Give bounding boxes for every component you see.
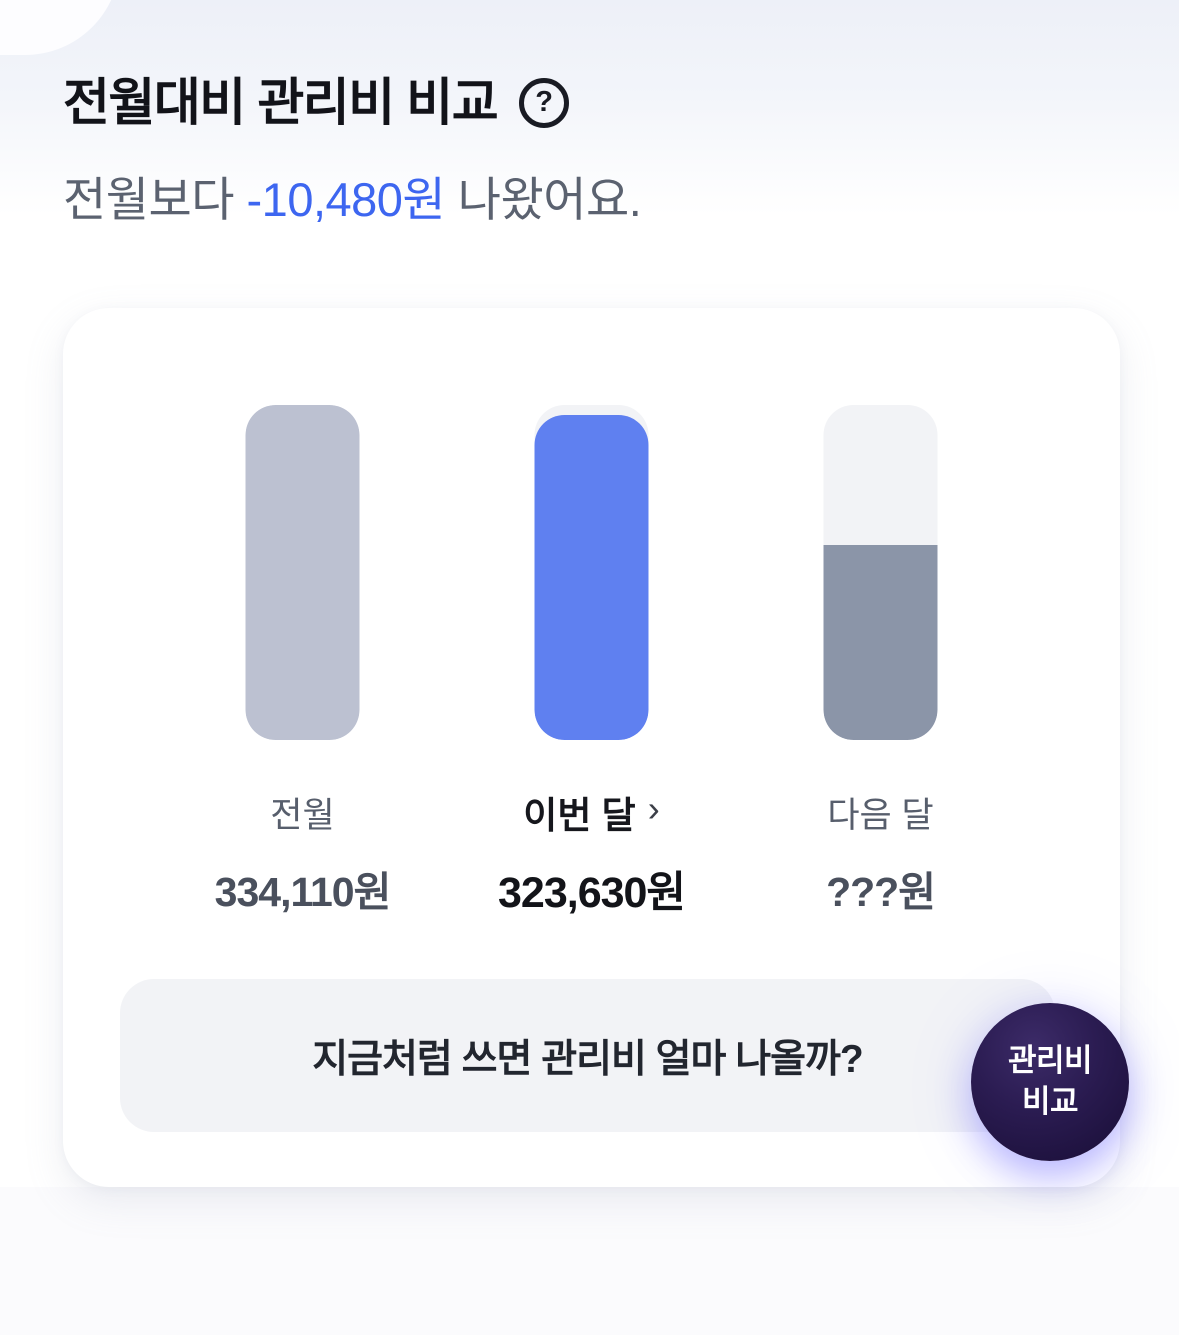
badge-label-line2: 비교 <box>1021 1084 1079 1119</box>
bar-amount-next-month: ???원 <box>826 869 936 915</box>
bar-column-next-month: 다음 달 ???원 <box>736 405 1025 920</box>
bar-track-current-month <box>534 405 649 740</box>
section-header: 전월대비 관리비 비교 ? 전월보다 -10,480원 나왔어요. <box>63 74 642 230</box>
bar-fill-next-month <box>823 545 938 740</box>
bar-column-current-month: 이번 달 › 323,630원 <box>447 405 736 920</box>
fee-compare-badge-button[interactable]: 관리비 비교 <box>971 1003 1129 1161</box>
title-row: 전월대비 관리비 비교 ? <box>63 74 641 133</box>
summary-amount: -10,480원 <box>246 172 446 226</box>
badge-label-line1: 관리비 <box>1007 1043 1093 1079</box>
bar-track-prev-month <box>245 405 360 740</box>
bar-label-prev-month: 전월 <box>270 790 334 835</box>
bar-label-text: 전월 <box>270 795 335 835</box>
bar-column-prev-month: 전월 334,110원 <box>158 405 447 920</box>
comparison-card: 전월 334,110원 이번 달 › 323,630원 다음 <box>63 308 1129 1187</box>
bar-label-current-month[interactable]: 이번 달 › <box>523 788 660 836</box>
page-title: 전월대비 관리비 비교 <box>63 74 499 131</box>
help-icon-glyph: ? <box>535 85 553 118</box>
top-background-band <box>0 0 1179 215</box>
forecast-banner[interactable]: 지금처럼 쓰면 관리비 얼마 나올까? <box>120 979 1055 1132</box>
bar-label-text: 이번 달 <box>523 795 636 836</box>
fee-bar-chart: 전월 334,110원 이번 달 › 323,630원 다음 <box>158 405 1025 920</box>
bar-label-next-month: 다음 달 <box>827 790 933 835</box>
forecast-banner-text: 지금처럼 쓰면 관리비 얼마 나올까? <box>312 1037 863 1081</box>
bar-label-text: 다음 달 <box>827 795 934 835</box>
bar-amount-prev-month: 334,110원 <box>214 869 392 915</box>
bar-amount-current-month: 323,630원 <box>498 869 686 917</box>
summary-prefix: 전월보다 <box>63 172 247 226</box>
summary-suffix: 나왔어요. <box>445 172 642 226</box>
bar-fill-prev-month <box>245 405 360 740</box>
comparison-summary: 전월보다 -10,480원 나왔어요. <box>63 161 642 230</box>
bar-track-next-month <box>823 405 938 740</box>
help-icon[interactable]: ? <box>519 78 570 129</box>
bottom-background-band <box>0 1187 1179 1335</box>
chevron-right-icon: › <box>647 788 660 829</box>
bar-fill-current-month <box>534 415 649 740</box>
